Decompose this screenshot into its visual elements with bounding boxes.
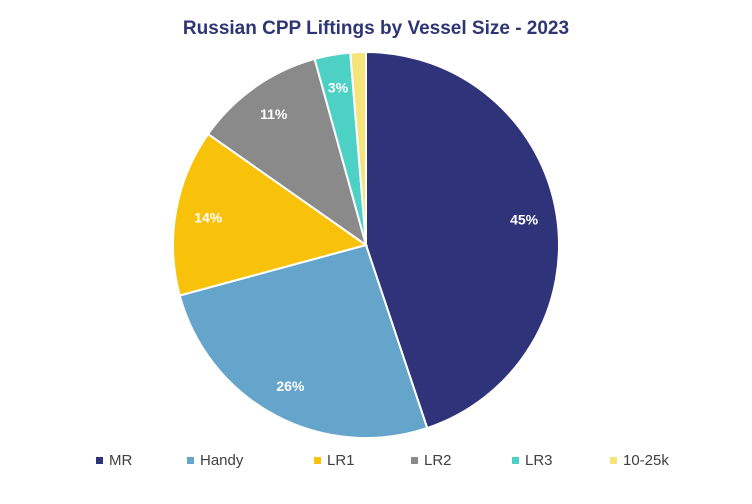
legend-swatch-10-25k <box>610 457 617 464</box>
pie-slice-lr1 <box>172 132 369 297</box>
legend: MR Handy LR1 LR2 LR3 10-25k <box>0 452 752 476</box>
data-label-lr2: 11% <box>260 106 288 122</box>
data-label-lr1: 14% <box>194 209 223 225</box>
legend-label-mr: MR <box>109 452 133 469</box>
legend-item-mr: MR <box>96 452 132 469</box>
data-label-mr: 45% <box>510 211 539 227</box>
legend-label-lr2: LR2 <box>424 452 452 469</box>
legend-item-handy: Handy <box>187 452 243 469</box>
legend-label-10-25k: 10-25k <box>623 452 669 469</box>
legend-label-lr1: LR1 <box>327 452 355 469</box>
legend-swatch-lr2 <box>411 457 418 464</box>
legend-item-10-25k: 10-25k <box>610 452 669 469</box>
legend-item-lr2: LR2 <box>411 452 452 469</box>
data-label-handy: 26% <box>276 378 305 394</box>
pie-slice-mr <box>365 50 560 430</box>
legend-item-lr3: LR3 <box>512 452 553 469</box>
legend-label-handy: Handy <box>200 452 244 469</box>
pie-slice-10-25k <box>349 50 367 246</box>
legend-swatch-lr3 <box>512 457 519 464</box>
legend-swatch-lr1 <box>314 457 321 464</box>
legend-item-lr1: LR1 <box>314 452 355 469</box>
legend-label-lr3: LR3 <box>525 452 553 469</box>
legend-swatch-mr <box>96 457 103 464</box>
data-label-lr3: 3% <box>328 79 349 95</box>
chart-title: Russian CPP Liftings by Vessel Size - 20… <box>182 18 570 39</box>
legend-swatch-handy <box>187 457 194 464</box>
pie-slice-handy <box>178 243 429 439</box>
